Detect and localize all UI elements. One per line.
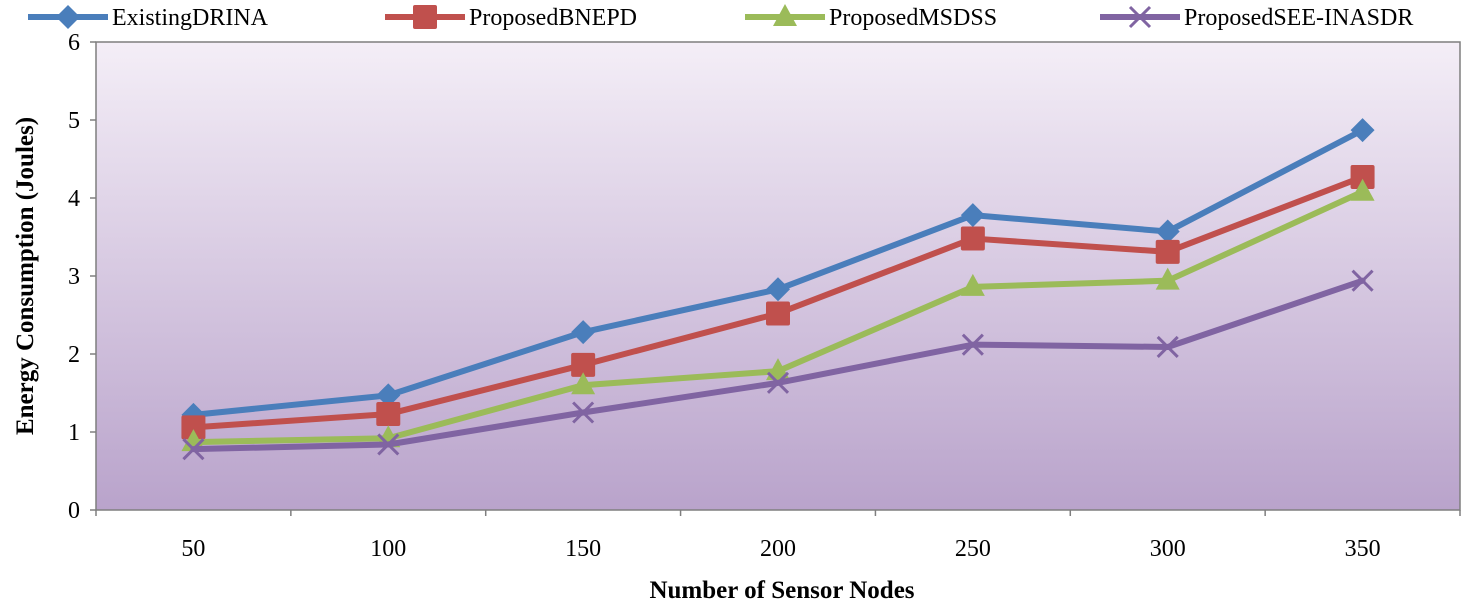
data-point bbox=[182, 438, 205, 461]
legend-label: ExistingDRINA bbox=[112, 5, 269, 31]
legend-item: ProposedMSDSS bbox=[745, 4, 997, 31]
y-axis: 0 1 2 3 4 5 6 bbox=[68, 30, 96, 524]
legend-marker bbox=[413, 5, 437, 29]
data-point bbox=[181, 429, 206, 452]
legend-marker bbox=[56, 5, 80, 29]
data-point bbox=[376, 383, 401, 408]
data-point bbox=[960, 273, 985, 296]
legend-item: ExistingDRINA bbox=[28, 5, 269, 31]
data-point bbox=[961, 333, 984, 356]
data-point bbox=[1351, 269, 1374, 292]
data-point bbox=[571, 320, 596, 345]
legend-label: ProposedMSDSS bbox=[829, 5, 997, 31]
data-point bbox=[1350, 164, 1375, 189]
series-proposedsee-inasdr bbox=[182, 269, 1374, 461]
legend-item: ProposedSEE-INASDR bbox=[1100, 5, 1413, 31]
data-point bbox=[181, 415, 206, 440]
legend-item: ProposedBNEPD bbox=[385, 5, 637, 31]
data-point bbox=[766, 301, 790, 326]
legend-marker bbox=[773, 4, 797, 26]
data-point bbox=[960, 203, 985, 228]
x-tick-label: 200 bbox=[760, 536, 796, 562]
data-point bbox=[766, 277, 790, 302]
data-point bbox=[1155, 267, 1180, 290]
data-point bbox=[376, 402, 401, 427]
legend-label: ProposedBNEPD bbox=[469, 5, 637, 31]
data-point bbox=[1350, 178, 1375, 201]
y-tick-label: 0 bbox=[68, 498, 80, 524]
x-tick-label: 100 bbox=[370, 536, 406, 562]
y-tick-label: 4 bbox=[68, 186, 80, 212]
data-point bbox=[572, 401, 595, 424]
x-tick-label: 250 bbox=[955, 536, 991, 562]
y-tick-label: 6 bbox=[68, 30, 80, 56]
data-point bbox=[1156, 335, 1179, 359]
legend-marker bbox=[1128, 5, 1152, 29]
x-tick-label: 50 bbox=[181, 536, 205, 562]
x-axis: 50 100 150 200 250 300 350 bbox=[95, 510, 1461, 562]
data-point bbox=[960, 226, 985, 251]
data-point bbox=[1155, 239, 1180, 264]
data-point bbox=[571, 352, 596, 377]
x-axis-title: Number of Sensor Nodes bbox=[649, 577, 914, 604]
plot-area bbox=[95, 41, 1461, 511]
y-axis-title: Energy Consumption (Joules) bbox=[12, 117, 39, 435]
legend: ExistingDRINA ProposedBNEPD ProposedMSDSS P… bbox=[28, 4, 1413, 31]
y-tick-label: 1 bbox=[68, 420, 80, 446]
data-point bbox=[377, 433, 400, 456]
y-tick-label: 2 bbox=[68, 342, 80, 368]
data-point bbox=[571, 372, 596, 395]
data-point bbox=[766, 371, 790, 394]
data-point bbox=[1350, 118, 1375, 143]
y-tick-label: 3 bbox=[68, 264, 80, 290]
series-proposedbnepd bbox=[181, 164, 1375, 440]
x-tick-label: 300 bbox=[1150, 536, 1186, 562]
legend-label: ProposedSEE-INASDR bbox=[1184, 5, 1413, 31]
x-tick-label: 150 bbox=[565, 536, 601, 562]
series-layer bbox=[181, 118, 1375, 461]
data-point bbox=[766, 358, 790, 381]
x-tick-label: 350 bbox=[1345, 536, 1381, 562]
y-tick-label: 5 bbox=[68, 108, 80, 134]
data-point bbox=[1155, 219, 1180, 244]
